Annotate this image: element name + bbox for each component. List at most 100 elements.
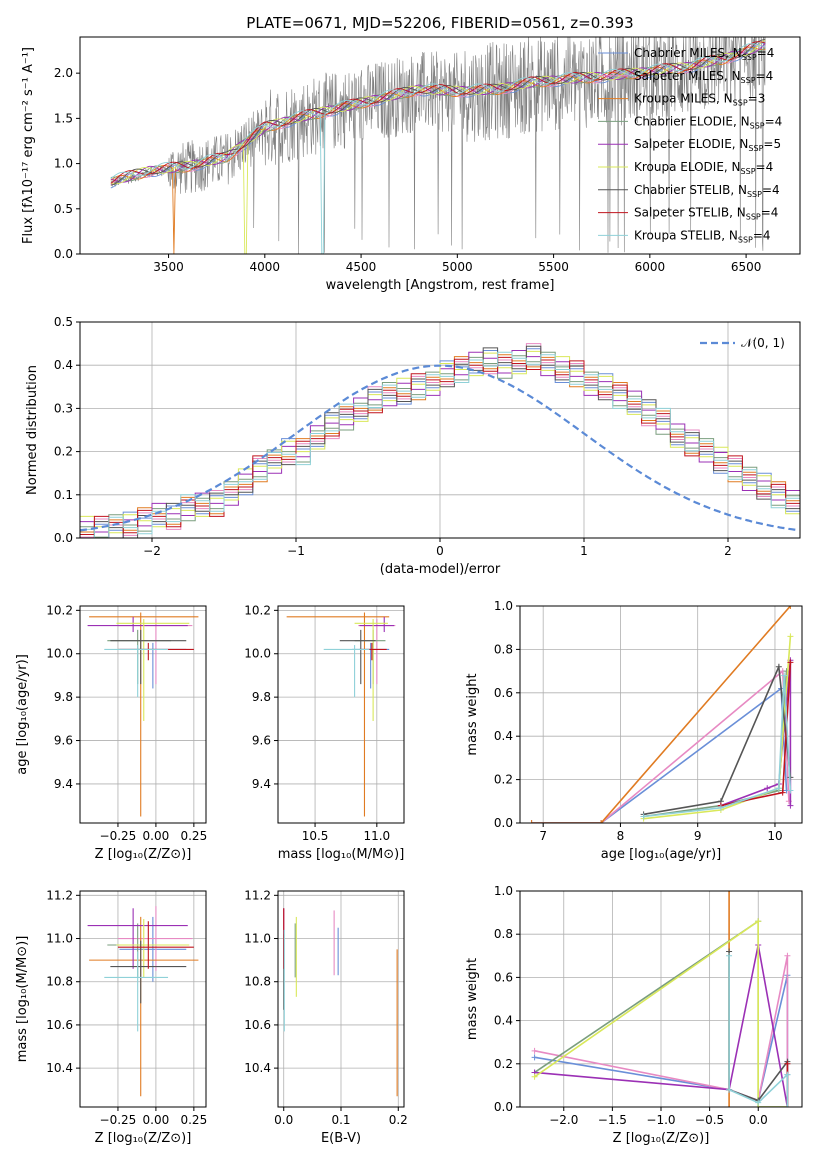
x-tick-label: −1.0 bbox=[646, 1113, 675, 1127]
y-tick-label: 11.2 bbox=[244, 888, 271, 902]
plot-area-z_vs_age bbox=[87, 612, 199, 817]
weight-series-line bbox=[531, 686, 788, 823]
error-bar-point bbox=[116, 619, 190, 722]
plot-area-residuals bbox=[80, 343, 800, 538]
x-tick-label: −2.0 bbox=[549, 1113, 578, 1127]
y-tick-label: 0.5 bbox=[54, 315, 73, 329]
legend-label: Kroupa MILES, NSSP=3 bbox=[634, 92, 765, 108]
error-bar-point bbox=[104, 645, 169, 698]
model-spectrum-line bbox=[110, 39, 766, 254]
panel-ebv_vs_mass: 0.0 0.1 0.2 10.4 10.6 10.8 11.0 11.2 E(B-V) bbox=[244, 888, 408, 1146]
model-spectrum-line bbox=[110, 47, 766, 182]
weight-series-line bbox=[534, 944, 789, 1107]
y-tick-label: 0.0 bbox=[494, 816, 513, 830]
x-tick-label: −1.5 bbox=[598, 1113, 627, 1127]
x-tick-label: 10 bbox=[767, 829, 782, 843]
error-bar-point bbox=[107, 923, 172, 978]
weight-marker bbox=[784, 952, 791, 959]
y-tick-label: 10.8 bbox=[244, 975, 271, 989]
weight-marker bbox=[787, 802, 794, 809]
panel-z_vs_mass: −0.25 0.00 0.25 10.4 10.6 10.8 11.0 11.2 Z [log₁… bbox=[15, 888, 207, 1146]
x-tick-label: 2 bbox=[724, 544, 732, 558]
legend-label: Chabrier ELODIE, NSSP=4 bbox=[634, 114, 782, 130]
x-tick-label: 4000 bbox=[250, 260, 281, 274]
x-axis-label: E(B-V) bbox=[321, 1131, 361, 1146]
y-tick-label: 11.2 bbox=[46, 888, 73, 902]
y-tick-label: 10.6 bbox=[244, 1018, 271, 1032]
y-tick-label: 0.6 bbox=[494, 970, 513, 984]
weight-marker bbox=[787, 633, 794, 640]
y-tick-label: 0.0 bbox=[54, 247, 73, 261]
axes-frame bbox=[79, 36, 801, 255]
x-tick-label: 10.5 bbox=[302, 829, 329, 843]
error-bar-point bbox=[117, 921, 194, 969]
y-tick-label: 10.4 bbox=[244, 1061, 271, 1075]
histogram-step-line bbox=[80, 351, 800, 538]
x-tick-label: 7 bbox=[539, 829, 547, 843]
error-bar-point bbox=[87, 908, 188, 969]
y-axis-label: age [log₁₀(age/yr)] bbox=[15, 654, 30, 775]
y-tick-label: 0.4 bbox=[494, 1014, 513, 1028]
legend-label: 𝒩(0, 1) bbox=[741, 336, 785, 350]
x-tick-label: 0 bbox=[436, 544, 444, 558]
x-tick-label: −0.25 bbox=[100, 829, 137, 843]
y-tick-label: 1.0 bbox=[494, 884, 513, 898]
y-axis-label: mass [log₁₀(M/M⊙)] bbox=[15, 936, 30, 1063]
y-tick-label: 0.3 bbox=[54, 401, 73, 415]
axes-frame bbox=[79, 890, 207, 1108]
y-tick-label: 10.2 bbox=[46, 603, 73, 617]
y-tick-label: 11.0 bbox=[46, 932, 73, 946]
weight-marker bbox=[531, 1054, 538, 1061]
plot-area-ebv_vs_mass bbox=[283, 908, 398, 1097]
y-tick-label: 0.4 bbox=[54, 358, 73, 372]
error-bar-point bbox=[286, 612, 390, 817]
y-tick-label: 9.4 bbox=[54, 777, 73, 791]
weight-marker bbox=[787, 606, 794, 609]
x-tick-label: 1 bbox=[580, 544, 588, 558]
weight-series-line bbox=[531, 606, 792, 823]
error-bar-point bbox=[359, 616, 395, 633]
weight-marker bbox=[764, 785, 771, 792]
x-axis-label: Z [log₁₀(Z/Z⊙)] bbox=[95, 847, 192, 862]
y-tick-label: 1.0 bbox=[54, 157, 73, 171]
legend-label: Salpeter MILES, NSSP=4 bbox=[634, 69, 773, 85]
y-tick-label: 0.0 bbox=[494, 1100, 513, 1114]
plot-area-spectrum bbox=[110, 37, 766, 254]
y-tick-label: 10.0 bbox=[244, 647, 271, 661]
x-tick-label: 8 bbox=[617, 829, 625, 843]
x-tick-label: 4500 bbox=[346, 260, 377, 274]
weight-marker bbox=[787, 659, 794, 666]
x-tick-label: 0.25 bbox=[180, 1113, 207, 1127]
x-tick-label: −2 bbox=[143, 544, 161, 558]
model-spectrum-line bbox=[110, 43, 766, 254]
legend-label: Kroupa ELODIE, NSSP=4 bbox=[634, 160, 773, 176]
x-axis-label: age [log₁₀(age/yr)] bbox=[601, 847, 722, 862]
y-tick-label: 11.0 bbox=[244, 932, 271, 946]
y-tick-label: 10.2 bbox=[244, 603, 271, 617]
y-tick-label: 9.6 bbox=[252, 734, 271, 748]
weight-marker bbox=[755, 1099, 762, 1106]
error-bar-point bbox=[107, 629, 172, 685]
y-tick-label: 0.8 bbox=[494, 642, 513, 656]
weight-marker bbox=[755, 918, 762, 925]
weight-series-line bbox=[534, 919, 788, 1107]
weight-marker bbox=[726, 1086, 733, 1093]
legend-label: Chabrier STELIB, NSSP=4 bbox=[634, 183, 780, 199]
y-tick-label: 9.8 bbox=[252, 690, 271, 704]
error-bar-point bbox=[110, 629, 187, 685]
y-axis-label: Flux [fλ10⁻¹⁷ erg cm⁻² s⁻¹ A⁻¹] bbox=[21, 47, 36, 244]
x-tick-label: −0.5 bbox=[695, 1113, 724, 1127]
axes-frame bbox=[277, 890, 405, 1108]
x-tick-label: 0.1 bbox=[331, 1113, 350, 1127]
weight-marker bbox=[784, 1071, 791, 1078]
y-tick-label: 0.2 bbox=[54, 445, 73, 459]
error-bar-point bbox=[323, 645, 370, 698]
weight-marker bbox=[775, 663, 782, 670]
x-tick-label: 9 bbox=[694, 829, 702, 843]
y-tick-label: 2.0 bbox=[54, 66, 73, 80]
error-bar-point bbox=[117, 619, 193, 685]
x-tick-label: 5500 bbox=[538, 260, 569, 274]
error-bar-point bbox=[117, 906, 193, 971]
x-tick-label: 6000 bbox=[635, 260, 666, 274]
